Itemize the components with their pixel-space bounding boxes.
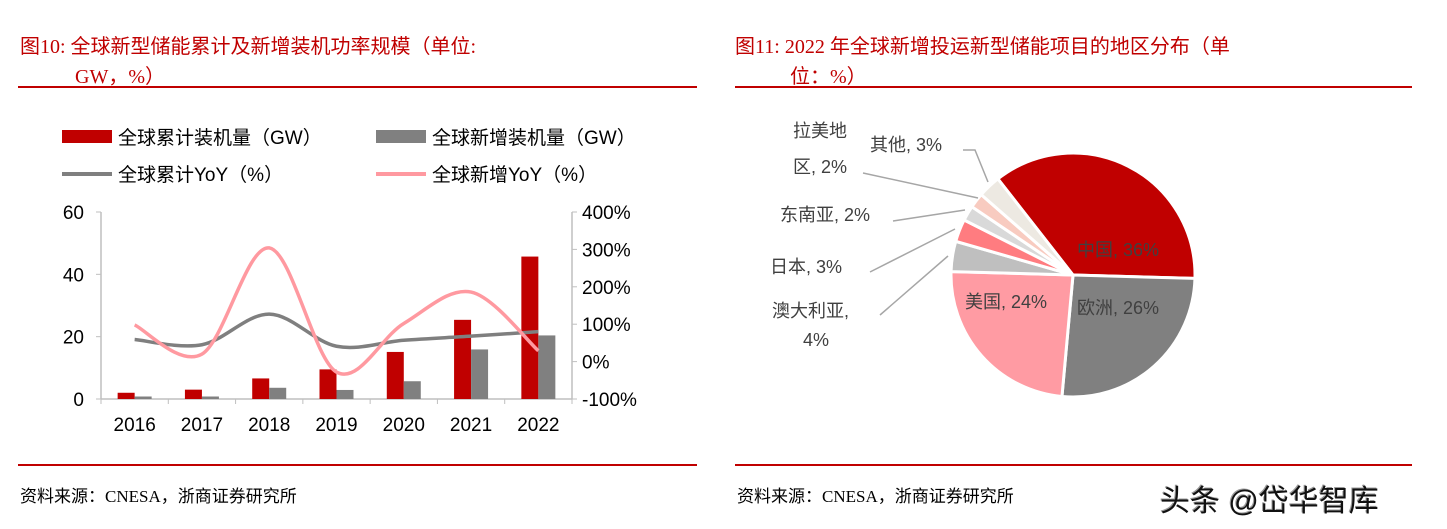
- pie-label-australia: 澳大利亚,: [772, 301, 850, 321]
- pie-slice-europe: [1060, 273, 1197, 399]
- x-tick-label: 2022: [517, 415, 559, 436]
- right-bottom-divider: [735, 464, 1412, 466]
- left-top-divider: [18, 86, 697, 88]
- cumulative-capacity-bar: [184, 389, 202, 399]
- legend-label: 全球累计装机量（GW）: [118, 128, 322, 149]
- y-tick-label: 20: [63, 328, 84, 349]
- leader-line-other: [963, 149, 989, 183]
- legend-cumulative-yoy: 全球累计YoY（%）: [62, 160, 283, 187]
- legend-swatch: [62, 171, 112, 176]
- y2-tick-label: 300%: [582, 240, 631, 261]
- y2-tick-label: 200%: [582, 278, 631, 299]
- cumulative-capacity-bar: [386, 351, 404, 399]
- y-tick-label: 0: [73, 390, 84, 411]
- new-capacity-bar: [403, 381, 421, 399]
- cumulative-capacity-bar: [319, 369, 337, 399]
- new-capacity-bar: [471, 349, 489, 399]
- new-capacity-bar: [134, 396, 152, 399]
- x-tick-label: 2019: [315, 415, 357, 436]
- right-title-line1: 图11: 2022 年全球新增投运新型储能项目的地区分布（单: [735, 36, 1230, 58]
- legend-swatch: [62, 130, 112, 143]
- watermark: 头条 @岱华智库: [1160, 485, 1379, 518]
- new-yoy-line: [133, 246, 540, 376]
- right-top-divider: [735, 86, 1412, 88]
- new-capacity-bar: [269, 387, 287, 399]
- legend-label: 全球新增YoY（%）: [432, 165, 598, 186]
- y-tick-label: 60: [63, 203, 84, 224]
- right-title-line2: 位：%）: [790, 66, 867, 88]
- legend-label: 全球累计YoY（%）: [118, 165, 284, 186]
- cumulative-yoy-line: [134, 312, 539, 350]
- y2-tick-label: 400%: [582, 203, 631, 224]
- legend-cumulative-bar: 全球累计装机量（GW）: [62, 123, 322, 150]
- leader-line-japan: [869, 228, 956, 273]
- legend-label: 全球新增装机量（GW）: [432, 128, 636, 149]
- pie-label-other: 其他, 3%: [870, 135, 943, 155]
- pie-slice-other: [979, 176, 1075, 277]
- left-source: 资料来源：CNESA，浙商证券研究所: [20, 487, 297, 506]
- leader-line-latam: [862, 172, 979, 199]
- cumulative-capacity-bar: [454, 319, 472, 399]
- pie-label-southeast-asia: 东南亚, 2%: [780, 205, 871, 225]
- left-title-line1: 图10: 全球新型储能累计及新增装机功率规模（单位:: [20, 36, 477, 58]
- x-tick-label: 2018: [248, 415, 290, 436]
- x-tick-label: 2020: [383, 415, 425, 436]
- right-source: 资料来源：CNESA，浙商证券研究所: [737, 487, 1014, 506]
- pie-label-usa: 美国, 24%: [965, 292, 1048, 312]
- leader-line-southeast-asia: [892, 209, 966, 222]
- pie-label-japan: 日本, 3%: [770, 257, 843, 277]
- y-tick-label: 40: [63, 265, 84, 286]
- cumulative-capacity-bar: [521, 256, 539, 399]
- x-tick-label: 2017: [181, 415, 223, 436]
- pie-label-australia-2: 4%: [803, 330, 830, 350]
- y2-tick-label: 0%: [582, 353, 610, 374]
- pie-label-latam: 拉美地: [793, 121, 847, 141]
- x-tick-label: 2021: [450, 415, 492, 436]
- legend-new-bar: 全球新增装机量（GW）: [376, 123, 636, 150]
- y2-tick-label: -100%: [582, 390, 637, 411]
- x-tick-label: 2016: [114, 415, 156, 436]
- left-title-line2: GW，%）: [75, 66, 165, 88]
- pie-slice-china: [995, 151, 1197, 280]
- legend-new-yoy: 全球新增YoY（%）: [376, 160, 597, 187]
- new-capacity-bar: [538, 335, 556, 399]
- leader-line-australia: [879, 255, 949, 316]
- pie-label-europe: 欧洲, 26%: [1077, 298, 1160, 318]
- cumulative-capacity-bar: [252, 378, 270, 399]
- pie-slice-usa: [949, 270, 1075, 399]
- cumulative-capacity-bar: [117, 392, 135, 399]
- left-bottom-divider: [18, 464, 697, 466]
- legend-swatch: [376, 171, 426, 176]
- pie-label-china: 中国, 36%: [1077, 240, 1160, 260]
- pie-label-latam-2: 区, 2%: [793, 157, 848, 177]
- y2-tick-label: 100%: [582, 315, 631, 336]
- new-capacity-bar: [201, 396, 219, 399]
- legend-swatch: [376, 130, 426, 143]
- new-capacity-bar: [336, 389, 354, 399]
